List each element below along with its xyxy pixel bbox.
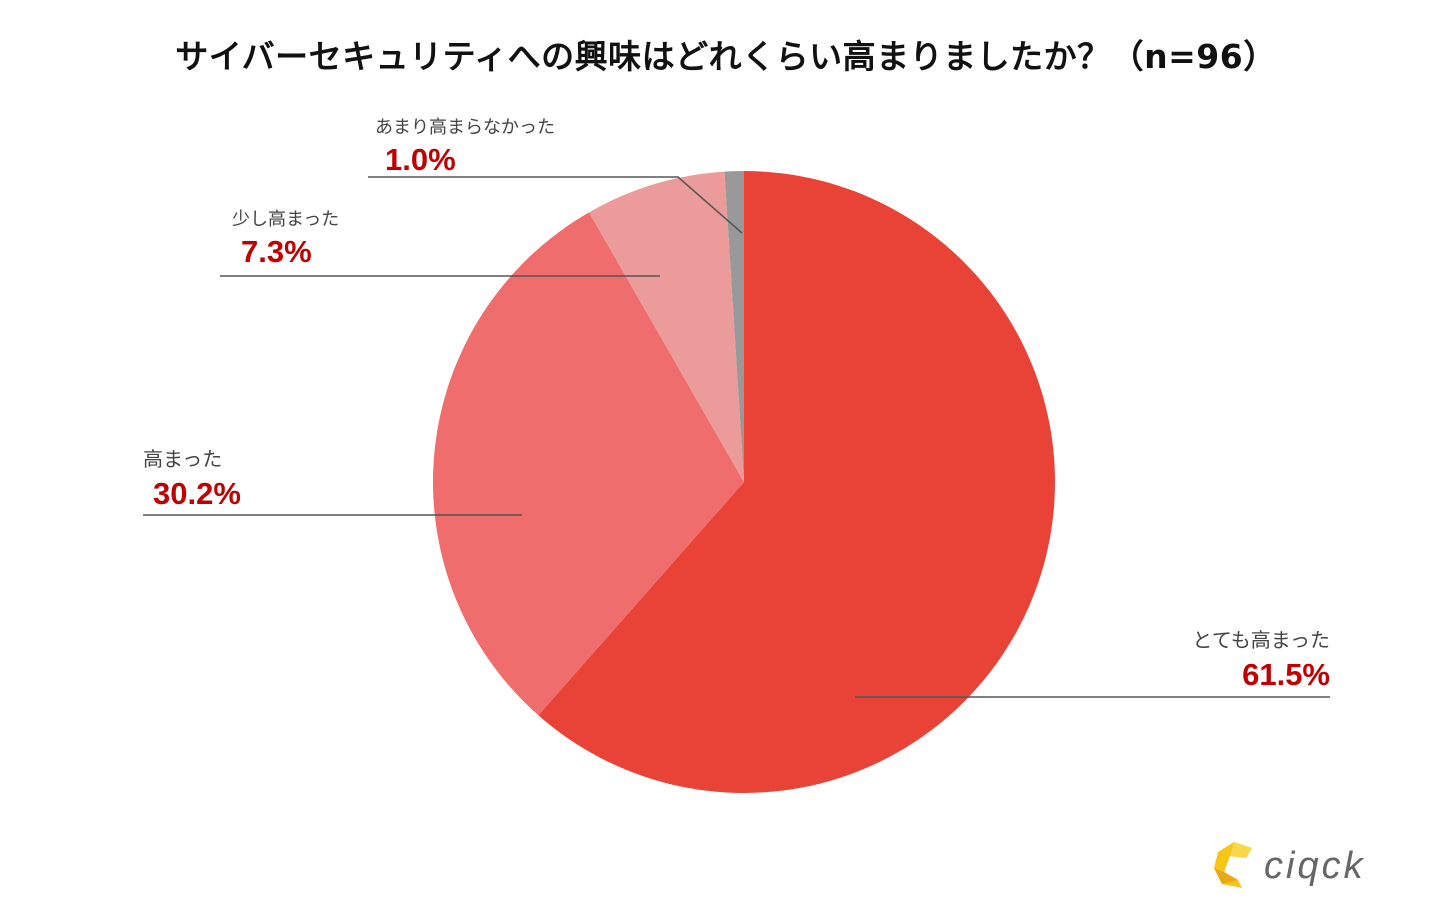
pie-slice-3 [724, 171, 744, 482]
slice-value: 7.3% [241, 234, 312, 269]
slice-label: あまり高まらなかった [375, 117, 555, 138]
slice-value: 61.5% [1242, 657, 1330, 692]
pie-slice-1 [433, 212, 744, 716]
svg-text:ciqck: ciqck [1264, 845, 1366, 887]
slice-label: 高まった [143, 447, 223, 471]
chart-title: サイバーセキュリティへの興味はどれくらい高まりましたか？（n=96） [175, 37, 1277, 76]
ciqck-logo: ciqck [1212, 838, 1397, 894]
pie-slice-2 [589, 171, 744, 482]
slice-label: 少し高まった [232, 209, 340, 230]
pie-slice-0 [538, 171, 1055, 793]
slice-label: とても高まった [1192, 628, 1330, 652]
slice-value: 30.2% [153, 476, 241, 511]
slice-value: 1.0% [385, 142, 456, 177]
leader-line-not-much [368, 176, 743, 234]
